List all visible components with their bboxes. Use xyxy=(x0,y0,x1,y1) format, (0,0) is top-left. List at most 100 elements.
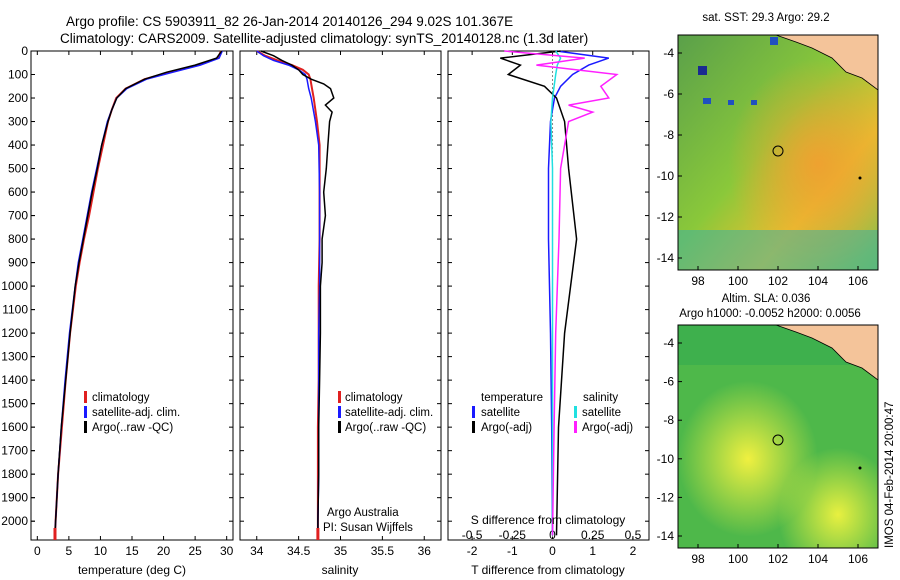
map-y-tick-label: -6 xyxy=(663,87,674,101)
map-x-tick-label: 104 xyxy=(808,274,828,288)
map-y-tick-label: -10 xyxy=(657,452,675,466)
legend-argo: Argo(..raw -QC) xyxy=(92,422,173,434)
depth-axis: 0 100 200 300 400 500 600 700 800 900 1000 1100 1200… xyxy=(1,44,35,528)
map-x-tick-label: 102 xyxy=(768,552,788,566)
footer-timestamp: IMOS 04-Feb-2014 20:00:47 xyxy=(884,402,896,548)
cloud-pixel xyxy=(770,37,778,45)
series-line xyxy=(54,50,223,536)
s-tick-label: -0.5 xyxy=(462,528,483,542)
x-tick-label: 34.5 xyxy=(287,544,311,558)
series-line xyxy=(550,50,562,536)
map-x-tick-label: 102 xyxy=(768,274,788,288)
temperature-panel-frame xyxy=(30,50,234,541)
x-tick-label: 10 xyxy=(94,544,108,558)
island-marker xyxy=(858,176,862,180)
depth-tick-label: 1700 xyxy=(1,444,28,458)
legend-satellite: satellite-adj. clim. xyxy=(92,407,180,419)
legend-swatch-argo xyxy=(84,421,87,433)
temperature-xlabel: temperature (deg C) xyxy=(78,563,186,577)
depth-tick-label: 1800 xyxy=(1,467,28,481)
legend-climatology: climatology xyxy=(92,392,150,404)
series-line xyxy=(547,50,610,536)
annotation-argo-australia: Argo Australia xyxy=(327,507,399,519)
x-tick-label: 15 xyxy=(125,544,139,558)
temperature-panel: 0 5 10 15 20 25 30 xyxy=(31,50,234,558)
title-line-2: Climatology: CARS2009. Satellite-adjuste… xyxy=(60,31,588,46)
float-location-marker xyxy=(772,145,784,157)
s-difference-xlabel: S difference from climatology xyxy=(471,513,626,527)
x-tick-label: 36 xyxy=(418,544,432,558)
series-line xyxy=(54,50,222,536)
x-tick-label: 5 xyxy=(66,544,73,558)
s-tick-label: -0.25 xyxy=(499,528,527,542)
sst-cool-band xyxy=(678,230,878,270)
series-line xyxy=(260,50,335,536)
series-line xyxy=(256,50,321,536)
depth-tick-label: 2000 xyxy=(1,514,28,528)
map-y-tick-label: -14 xyxy=(657,529,675,543)
depth-tick-label: 100 xyxy=(8,68,28,82)
depth-tick-label: 1600 xyxy=(1,420,28,434)
sst-map-axes: 98 100 102 104 106 -4 -6 -8 -10 -12 -14 xyxy=(657,46,869,288)
x-tick-label: 25 xyxy=(188,544,202,558)
salinity-legend: climatology satellite-adj. clim. Argo(..… xyxy=(338,391,433,434)
difference-panel-frame xyxy=(447,50,650,541)
x-tick-label: 20 xyxy=(157,544,171,558)
sla-map: Altim. SLA: 0.036 Argo h1000: -0.0052 h2… xyxy=(657,293,879,566)
legend-swatch-t-argo xyxy=(472,421,475,433)
sla-map-title-1: Altim. SLA: 0.036 xyxy=(722,293,811,305)
island-marker xyxy=(858,466,862,470)
depth-tick-label: 200 xyxy=(8,91,28,105)
x-tick-label: 35.5 xyxy=(371,544,395,558)
annotation-pi: PI: Susan Wijffels xyxy=(323,522,413,534)
depth-tick-label: 300 xyxy=(8,115,28,129)
legend-swatch-argo xyxy=(338,421,341,433)
legend-climatology: climatology xyxy=(345,392,403,404)
series-line xyxy=(54,50,223,536)
x-tick-label: 34 xyxy=(250,544,264,558)
legend-s-argo: Argo(-adj) xyxy=(582,422,633,434)
series-line xyxy=(500,50,578,536)
legend-t-argo: Argo(-adj) xyxy=(481,422,532,434)
x-tick-label: -1 xyxy=(507,544,518,558)
map-y-tick-label: -14 xyxy=(657,251,675,265)
depth-tick-label: 700 xyxy=(8,209,28,223)
map-y-tick-label: -12 xyxy=(657,210,675,224)
sst-map: sat. SST: 29.3 Argo: 29.2 98 100 102 104 106… xyxy=(657,12,879,288)
s-tick-label: 0.25 xyxy=(581,528,605,542)
depth-tick-label: 800 xyxy=(8,232,28,246)
map-y-tick-label: -4 xyxy=(663,336,674,350)
bottom-depth-marker xyxy=(53,528,57,540)
salinity-xlabel: salinity xyxy=(322,563,359,577)
sla-map-axes: 98 100 102 104 106 -4 -6 -8 -10 -12 -14 xyxy=(657,336,869,566)
x-tick-label: 2 xyxy=(630,544,637,558)
depth-tick-label: 1200 xyxy=(1,326,28,340)
depth-tick-label: 1100 xyxy=(2,303,28,317)
depth-tick-label: 1400 xyxy=(1,373,28,387)
salinity-panel: 34 34.5 35 35.5 36 xyxy=(240,50,441,558)
map-x-tick-label: 100 xyxy=(728,274,748,288)
map-x-tick-label: 98 xyxy=(691,274,705,288)
depth-tick-label: 400 xyxy=(8,138,28,152)
bottom-depth-marker xyxy=(316,528,320,540)
cloud-pixel xyxy=(751,100,757,105)
legend-s-satellite: satellite xyxy=(582,407,621,419)
depth-tick-label: 1900 xyxy=(1,491,28,505)
cloud-pixel xyxy=(703,98,711,104)
legend-swatch-satellite xyxy=(338,406,341,418)
legend-t-satellite: satellite xyxy=(481,407,520,419)
map-x-tick-label: 106 xyxy=(848,274,868,288)
map-y-tick-label: -8 xyxy=(663,128,674,142)
map-x-tick-label: 106 xyxy=(848,552,868,566)
depth-tick-label: 900 xyxy=(8,256,28,270)
legend-salinity-heading: salinity xyxy=(583,392,618,404)
legend-swatch-s-satellite xyxy=(574,406,577,418)
cloud-pixel xyxy=(728,100,734,105)
x-tick-label: 35 xyxy=(334,544,348,558)
map-x-tick-label: 98 xyxy=(691,552,705,566)
depth-tick-label: 600 xyxy=(8,185,28,199)
series-line xyxy=(256,50,321,536)
salinity-panel-frame xyxy=(239,50,442,541)
